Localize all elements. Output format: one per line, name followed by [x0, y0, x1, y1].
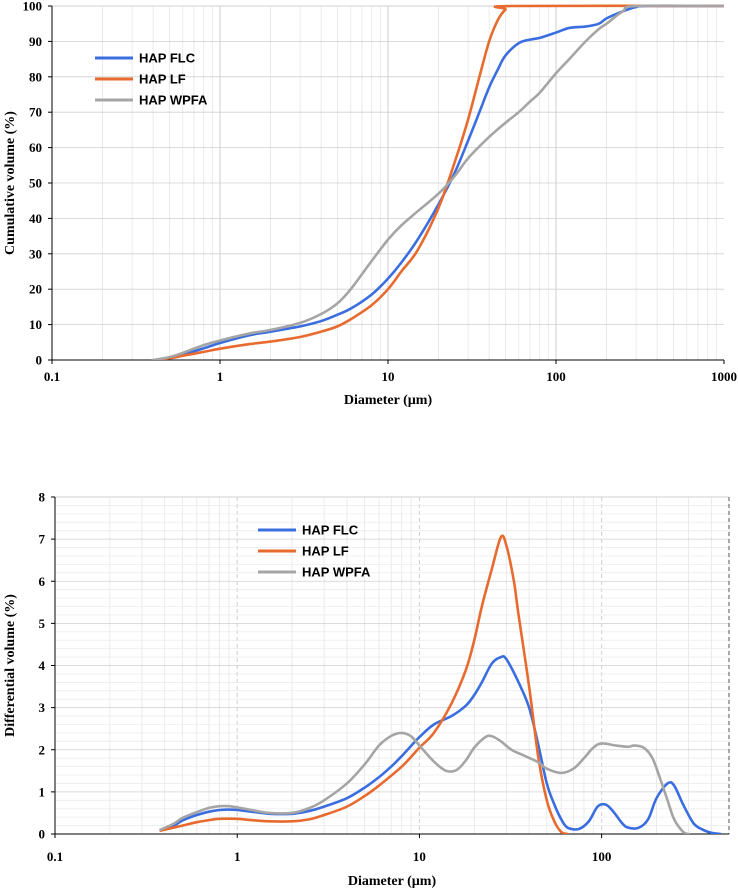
series-line-hap-wpfa: [151, 4, 724, 360]
series-line-hap-flc: [151, 4, 724, 360]
x-axis-title: Diameter (µm): [344, 393, 433, 408]
y-axis-title: Differential volume (%): [3, 594, 18, 737]
x-axis-title: Diameter (µm): [348, 874, 437, 889]
legend-label-hap-lf: HAP LF: [302, 544, 349, 559]
y-tick-label: 4: [39, 658, 46, 673]
y-tick-label: 40: [29, 211, 42, 226]
grid: [54, 496, 730, 835]
y-tick-label: 90: [29, 34, 42, 49]
x-tick-label: 0.1: [44, 369, 60, 384]
y-tick-label: 0: [36, 353, 43, 368]
legend: HAP FLC HAP LF HAP WPFA: [258, 523, 371, 580]
cumulative-volume-chart: 0 10 20 30 40 50 60 70 80 90 100 0.1 1 10 100 1000 Diame…: [3, 0, 737, 408]
series-line-hap-lf: [159, 534, 569, 834]
x-tick-label: 1: [234, 849, 241, 864]
legend-label-hap-wpfa: HAP WPFA: [302, 565, 371, 580]
series-line-hap-wpfa: [159, 731, 690, 834]
y-tick-label: 0: [39, 827, 46, 842]
y-tick-label: 50: [29, 176, 42, 191]
y-tick-label: 1: [39, 784, 46, 799]
x-tick-label: 100: [546, 369, 566, 384]
series-group: [151, 4, 724, 360]
series-group: [159, 534, 722, 834]
legend: HAP FLC HAP LF HAP WPFA: [95, 51, 208, 108]
x-tick-label: 10: [382, 369, 395, 384]
x-tick-label: 1000: [711, 369, 737, 384]
legend-label-hap-flc: HAP FLC: [302, 523, 359, 538]
y-tick-label: 5: [39, 616, 46, 631]
y-tick-label: 80: [29, 69, 42, 84]
y-tick-label: 30: [29, 246, 42, 261]
legend-label-hap-wpfa: HAP WPFA: [139, 93, 208, 108]
differential-volume-chart: 0 1 2 3 4 5 6 7 8 0.1 1 10 100 Diameter (µm) Different…: [3, 490, 730, 889]
y-tick-label: 2: [39, 742, 46, 757]
series-line-hap-flc: [159, 654, 722, 834]
x-tick-label: 10: [413, 849, 426, 864]
series-line-hap-lf: [151, 4, 724, 360]
y-axis-title: Cumulative volume (%): [3, 111, 18, 255]
x-tick-label: 1: [217, 369, 224, 384]
x-tick-label: 0.1: [47, 849, 63, 864]
y-tick-label: 7: [39, 532, 46, 547]
x-tick-label: 100: [592, 849, 612, 864]
y-tick-label: 10: [29, 317, 42, 332]
y-tick-label: 8: [39, 490, 46, 505]
y-tick-label: 6: [39, 574, 46, 589]
y-tick-label: 100: [23, 0, 43, 14]
y-tick-label: 70: [29, 105, 42, 120]
y-tick-label: 20: [29, 282, 42, 297]
legend-label-hap-flc: HAP FLC: [139, 51, 196, 66]
y-tick-label: 3: [39, 700, 46, 715]
y-tick-label: 60: [29, 140, 42, 155]
legend-label-hap-lf: HAP LF: [139, 72, 186, 87]
